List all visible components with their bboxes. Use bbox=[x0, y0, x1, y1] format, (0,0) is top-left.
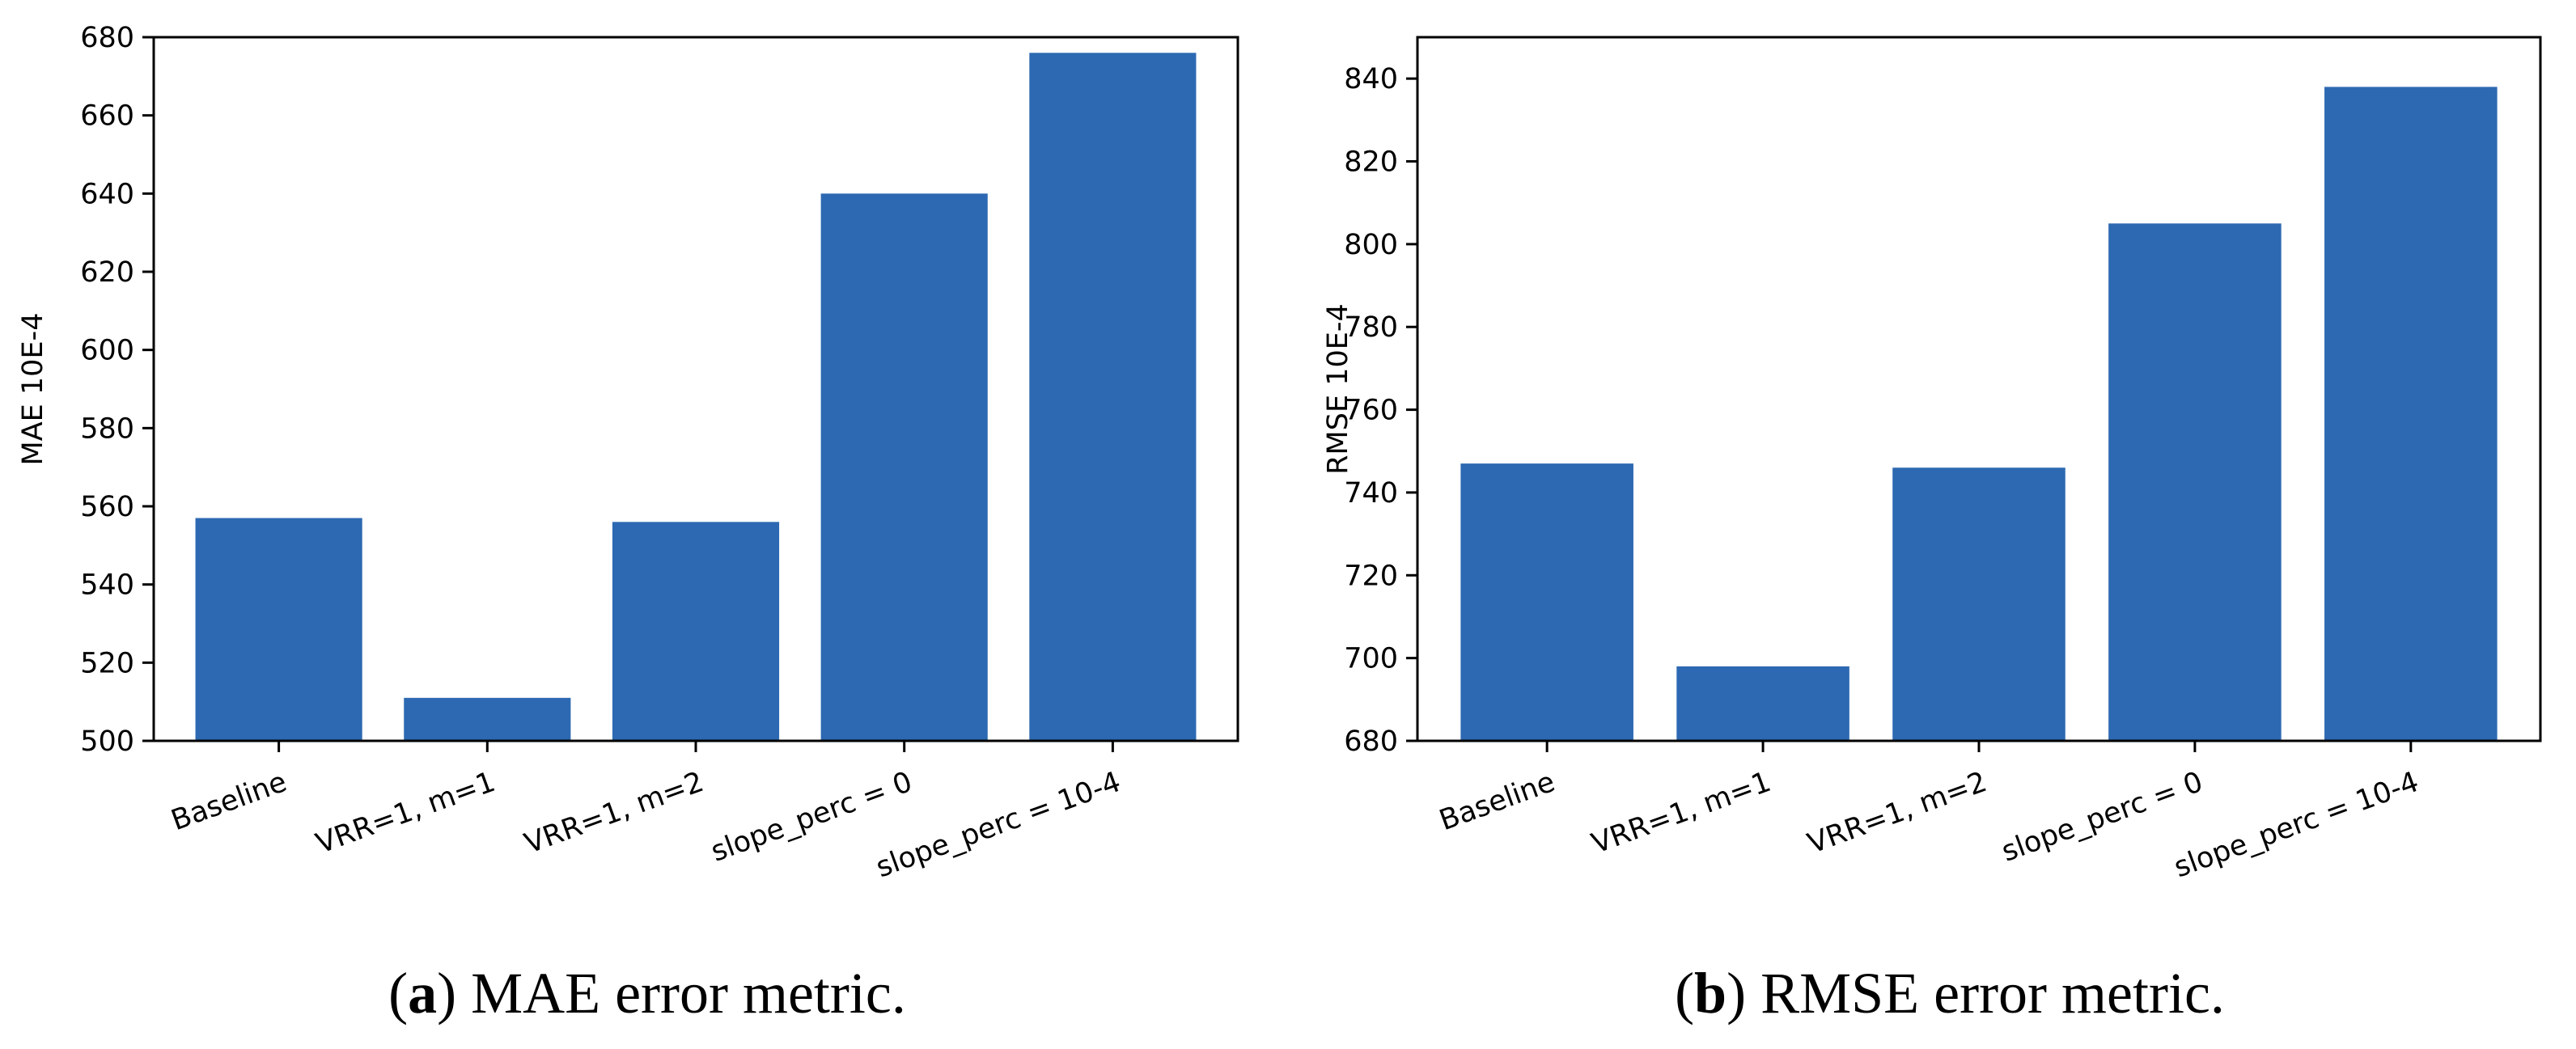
y-tick-label-7: 640 bbox=[80, 178, 134, 210]
y-tick-label-5: 600 bbox=[80, 335, 134, 367]
y-tick-label-4: 580 bbox=[80, 412, 134, 445]
y-tick-label-6: 620 bbox=[80, 256, 134, 289]
bar-1 bbox=[1676, 666, 1849, 741]
bar-3 bbox=[820, 193, 988, 742]
caption-a-letter: a bbox=[408, 961, 437, 1026]
y-tick-label-9: 680 bbox=[80, 22, 134, 54]
y-tick-label-7: 820 bbox=[1344, 146, 1398, 179]
bar-4 bbox=[2324, 87, 2498, 742]
y-tick-label-0: 500 bbox=[80, 725, 134, 758]
y-tick-label-5: 780 bbox=[1344, 311, 1398, 344]
caption-b: (b) RMSE error metric. bbox=[1675, 961, 2225, 1026]
chart-panel-b: 680 700 720 740 760 780 800 820 840 Baseline VRR=1… bbox=[1322, 36, 2542, 884]
y-tick-label-8: 840 bbox=[1344, 63, 1398, 95]
x-tick-label-2: VRR=1, m=2 bbox=[1803, 766, 1991, 861]
x-tick-label-1: VRR=1, m=1 bbox=[1587, 766, 1775, 861]
bar-0 bbox=[1460, 463, 1633, 741]
y-tick-label-4: 760 bbox=[1344, 395, 1398, 427]
bar-3 bbox=[2108, 223, 2282, 741]
x-tick-label-4: slope_perc = 10-4 bbox=[2170, 766, 2423, 884]
bar-2 bbox=[1892, 467, 2065, 741]
y-tick-label-8: 660 bbox=[80, 100, 134, 133]
y-tick-label-6: 800 bbox=[1344, 229, 1398, 261]
y-tick-label-2: 540 bbox=[80, 569, 134, 602]
y-tick-label-3: 560 bbox=[80, 491, 134, 523]
y-tick-label-3: 740 bbox=[1344, 477, 1398, 510]
bar-1 bbox=[404, 697, 571, 741]
bar-0 bbox=[195, 518, 362, 741]
y-axis-label: RMSE 10E-4 bbox=[1322, 303, 1354, 475]
caption-b-letter: b bbox=[1694, 961, 1727, 1026]
y-tick-label-2: 720 bbox=[1344, 560, 1398, 592]
caption-b-text: RMSE error metric. bbox=[1760, 961, 2225, 1026]
y-tick-label-1: 520 bbox=[80, 647, 134, 679]
y-tick-label-1: 700 bbox=[1344, 643, 1398, 675]
x-tick-label-0: Baseline bbox=[1435, 766, 1559, 837]
x-tick-label-0: Baseline bbox=[167, 766, 291, 837]
x-tick-label-1: VRR=1, m=1 bbox=[312, 766, 500, 861]
y-axis-label: MAE 10E-4 bbox=[17, 313, 49, 466]
x-tick-label-2: VRR=1, m=2 bbox=[520, 766, 708, 861]
chart-panel-a: 500 520 540 560 580 600 620 640 660 680 Baseline VR… bbox=[17, 22, 1239, 884]
caption-a-text: MAE error metric. bbox=[471, 961, 906, 1026]
y-tick-label-0: 680 bbox=[1344, 725, 1398, 758]
caption-a: (a) MAE error metric. bbox=[388, 961, 906, 1026]
bar-4 bbox=[1029, 53, 1197, 742]
bar-2 bbox=[612, 522, 780, 741]
